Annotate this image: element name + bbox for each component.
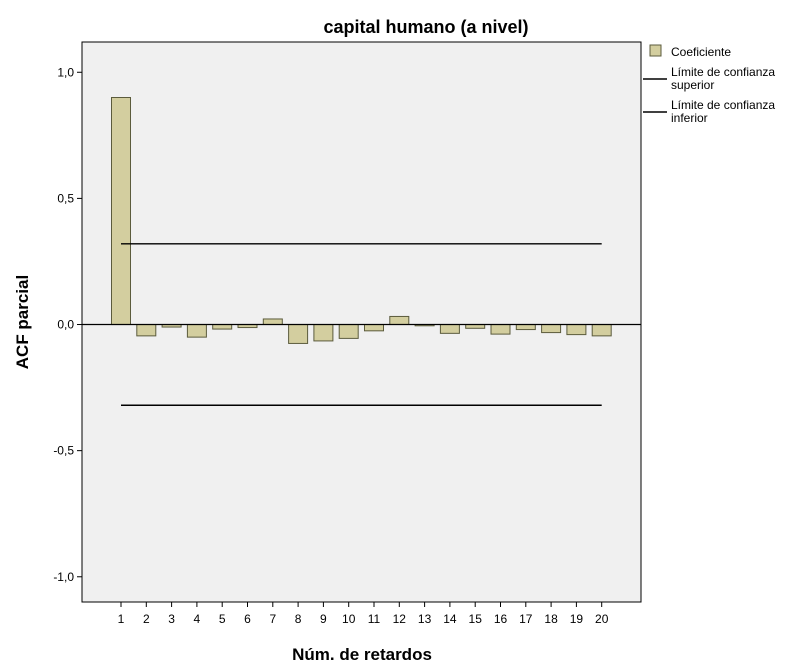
- x-tick-label: 2: [143, 612, 150, 626]
- chart-title: capital humano (a nivel): [323, 17, 528, 37]
- y-tick-label: -1,0: [53, 570, 74, 584]
- legend: Coeficiente Límite de confianza superior…: [643, 44, 778, 125]
- x-tick-label: 13: [418, 612, 432, 626]
- bar-lag-19: [566, 324, 587, 336]
- y-tick-label: 1,0: [57, 65, 74, 79]
- legend-label-upper: Límite de confianza superior: [671, 65, 778, 92]
- y-axis-title: ACF parcial: [13, 275, 32, 369]
- bar-lag-2: [136, 324, 157, 337]
- bar-lag-1: [111, 97, 131, 326]
- bar-lag-7: [262, 318, 283, 326]
- bar-lag-8: [288, 324, 309, 344]
- bar-lag-16: [490, 324, 511, 335]
- x-tick-label: 16: [494, 612, 508, 626]
- y-tick-label: 0,5: [57, 191, 74, 205]
- bar-lag-9: [313, 324, 334, 342]
- x-tick-label: 7: [269, 612, 276, 626]
- legend-swatch-coeficiente: [649, 44, 662, 57]
- x-tick-label: 14: [443, 612, 457, 626]
- bar-lag-5: [212, 324, 233, 330]
- legend-label-coeficiente: Coeficiente: [671, 45, 731, 59]
- x-tick-label: 6: [244, 612, 251, 626]
- bar-lag-14: [439, 324, 460, 334]
- x-tick-label: 10: [342, 612, 356, 626]
- x-tick-label: 19: [570, 612, 584, 626]
- y-tick-label: -0,5: [53, 444, 74, 458]
- x-tick-label: 1: [118, 612, 125, 626]
- x-tick-label: 3: [168, 612, 175, 626]
- y-axis: 1,0 0,5 0,0 -0,5 -1,0: [53, 65, 82, 584]
- x-tick-label: 15: [469, 612, 483, 626]
- x-tick-label: 11: [368, 612, 381, 626]
- bar-lag-10: [338, 324, 359, 339]
- x-tick-label: 4: [194, 612, 201, 626]
- bar-lag-18: [541, 324, 562, 334]
- bar-lag-12: [389, 315, 410, 326]
- x-tick-label: 8: [295, 612, 302, 626]
- bar-lag-4: [186, 324, 207, 338]
- x-tick-label: 9: [320, 612, 327, 626]
- x-axis-title: Núm. de retardos: [292, 645, 432, 664]
- bar-lag-20: [591, 324, 612, 337]
- x-tick-label: 18: [544, 612, 558, 626]
- bar-lag-17: [515, 324, 536, 331]
- bar-lag-11: [364, 324, 384, 332]
- x-tick-label: 5: [219, 612, 226, 626]
- x-tick-label: 20: [595, 612, 609, 626]
- x-axis: 1 2 3 4 5 6 7 8 9 10 11 12 13 14 15 16 17 18 19 20: [118, 602, 609, 626]
- x-tick-label: 12: [393, 612, 407, 626]
- legend-label-lower: Límite de confianza inferior: [671, 98, 778, 125]
- lines-layer: [82, 243, 641, 406]
- y-tick-label: 0,0: [57, 318, 74, 332]
- x-tick-label: 17: [519, 612, 533, 626]
- plot-area: [81, 41, 642, 603]
